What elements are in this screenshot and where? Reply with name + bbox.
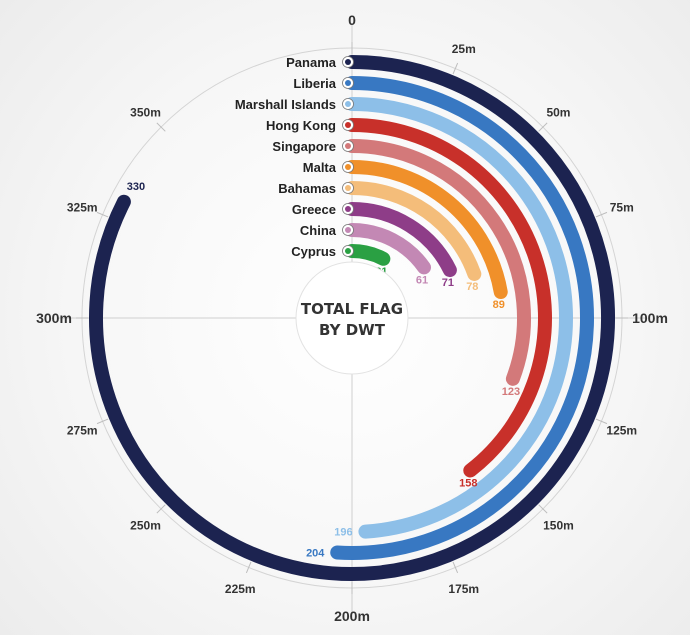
tick-label: 25m	[452, 42, 476, 56]
country-labels: Panama Liberia Marshall Islands Hong Kong Si…	[235, 55, 354, 259]
liberia-flag-icon	[342, 77, 354, 89]
value-label: 89	[493, 299, 505, 311]
tick-label: 300m	[36, 310, 72, 326]
bar-china	[345, 223, 431, 275]
value-label: 330	[127, 181, 145, 193]
country-label: Singapore	[272, 139, 336, 154]
greece-flag-icon	[342, 203, 354, 215]
axis-ticks: 0 25m 50m 75m 100m 125m 150m 175m 200m 225m 250m 27…	[36, 12, 668, 624]
country-label: Marshall Islands	[235, 97, 336, 112]
tick-mark	[156, 122, 166, 132]
hong-kong-flag-icon	[342, 119, 354, 131]
value-label: 61	[416, 274, 428, 286]
center-title-line-1: TOTAL FLAG	[301, 300, 403, 318]
tick-label: 75m	[610, 200, 634, 214]
center-circle	[295, 261, 409, 375]
country-label: Hong Kong	[266, 118, 336, 133]
bar-bahamas	[345, 181, 482, 281]
tick-mark	[452, 62, 459, 75]
cyprus-flag-icon	[342, 245, 354, 257]
tick-mark	[595, 211, 608, 218]
bar-liberia	[330, 76, 595, 560]
tick-mark	[96, 211, 109, 218]
bar-panama	[89, 55, 615, 581]
country-label: Panama	[286, 55, 337, 70]
value-label: 204	[306, 548, 325, 560]
center-title: TOTAL FLAG BY DWT	[295, 261, 409, 375]
tick-label: 125m	[606, 424, 637, 438]
tick-label: 325m	[67, 200, 98, 214]
country-label: Liberia	[293, 76, 336, 91]
tick-mark	[538, 122, 548, 132]
country-label: China	[300, 223, 337, 238]
singapore-flag-icon	[342, 140, 354, 152]
value-label: 123	[502, 386, 520, 398]
center-title-line-2: BY DWT	[319, 321, 386, 339]
tick-label: 150m	[543, 518, 574, 532]
tick-label: 275m	[67, 424, 98, 438]
bar-cyprus	[345, 244, 391, 266]
country-label: Malta	[303, 160, 337, 175]
tick-label: 100m	[632, 310, 668, 326]
tick-label: 50m	[546, 106, 570, 120]
marshall-islands-flag-icon	[342, 98, 354, 110]
malta-flag-icon	[342, 161, 354, 173]
bars	[89, 55, 615, 581]
panama-flag-icon	[342, 56, 354, 68]
tick-mark	[452, 561, 459, 574]
tick-mark	[156, 504, 166, 514]
china-flag-icon	[342, 224, 354, 236]
bahamas-flag-icon	[342, 182, 354, 194]
tick-mark	[538, 504, 548, 514]
tick-label: 200m	[334, 608, 370, 624]
value-label: 78	[466, 281, 478, 293]
bar-marshall-islands	[345, 97, 574, 539]
bar-malta	[345, 160, 508, 300]
value-label: 71	[442, 277, 454, 289]
country-label: Bahamas	[278, 181, 336, 196]
bar-greece	[345, 202, 457, 278]
tick-label: 225m	[225, 582, 256, 596]
country-label: Cyprus	[291, 244, 336, 259]
value-label: 158	[459, 477, 477, 489]
tick-label: 250m	[130, 518, 161, 532]
tick-mark	[96, 418, 109, 425]
country-label: Greece	[292, 202, 336, 217]
tick-label: 0	[348, 12, 356, 28]
bar-singapore	[345, 139, 531, 386]
tick-label: 175m	[448, 582, 479, 596]
value-label: 196	[334, 527, 352, 539]
tick-mark	[595, 418, 608, 425]
bar-hong-kong	[345, 118, 552, 478]
tick-mark	[245, 561, 252, 574]
tick-label: 350m	[130, 106, 161, 120]
